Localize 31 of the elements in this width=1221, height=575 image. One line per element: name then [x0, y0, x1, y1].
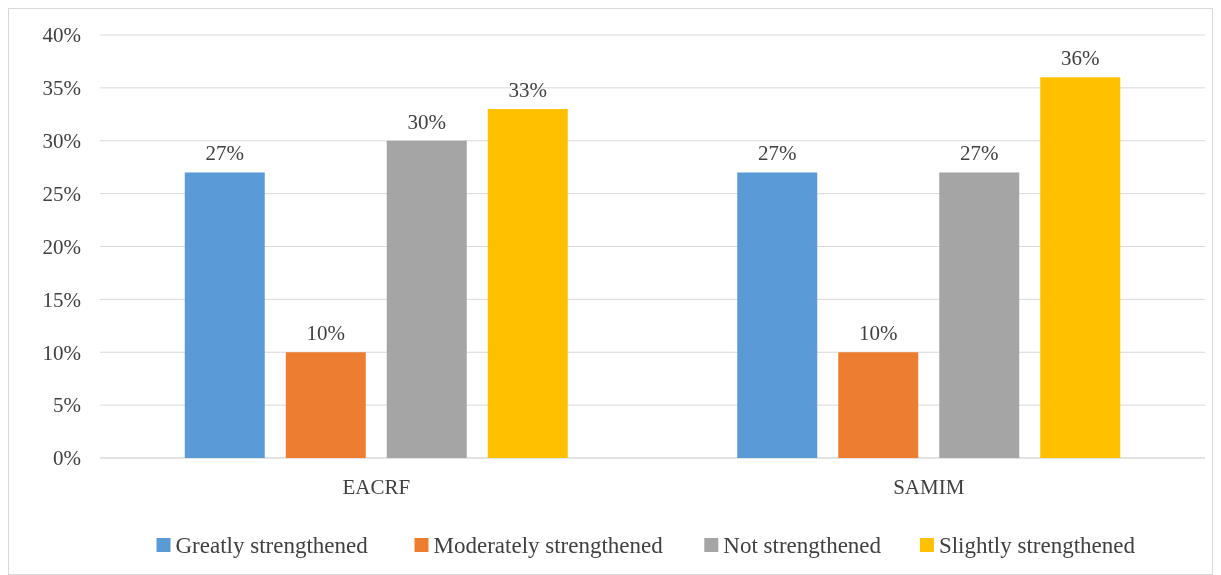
y-tick-label: 5%: [53, 393, 81, 418]
data-label: 27%: [758, 141, 797, 166]
y-tick-label: 15%: [42, 287, 81, 312]
data-label: 36%: [1061, 46, 1100, 71]
bar: [939, 172, 1020, 458]
legend-label: Not strengthened: [723, 533, 882, 559]
data-label: 10%: [859, 321, 898, 346]
y-tick-label: 10%: [42, 340, 81, 365]
x-tick-label: EACRF: [342, 475, 411, 499]
bar: [487, 109, 568, 458]
legend-label: Slightly strengthened: [938, 533, 1136, 559]
bar: [838, 352, 919, 458]
x-tick-label: SAMIM: [893, 475, 965, 499]
data-label: 27%: [960, 141, 999, 166]
data-label: 33%: [508, 78, 547, 103]
y-tick-label: 40%: [42, 23, 81, 48]
bar: [737, 172, 818, 458]
bar: [184, 172, 265, 458]
y-tick-label: 20%: [42, 234, 81, 259]
data-label: 27%: [205, 141, 244, 166]
data-label: 10%: [306, 321, 345, 346]
bar: [285, 352, 366, 458]
y-tick-label: 35%: [42, 76, 81, 101]
bar: [1040, 77, 1121, 458]
legend-label: Greatly strengthened: [175, 533, 369, 559]
y-tick-label: 30%: [42, 129, 81, 154]
data-label: 30%: [407, 109, 446, 134]
y-tick-label: 0%: [53, 446, 81, 471]
bar: [386, 140, 467, 458]
y-tick-label: 25%: [42, 181, 81, 206]
legend-label: Moderately strengthened: [433, 533, 664, 559]
